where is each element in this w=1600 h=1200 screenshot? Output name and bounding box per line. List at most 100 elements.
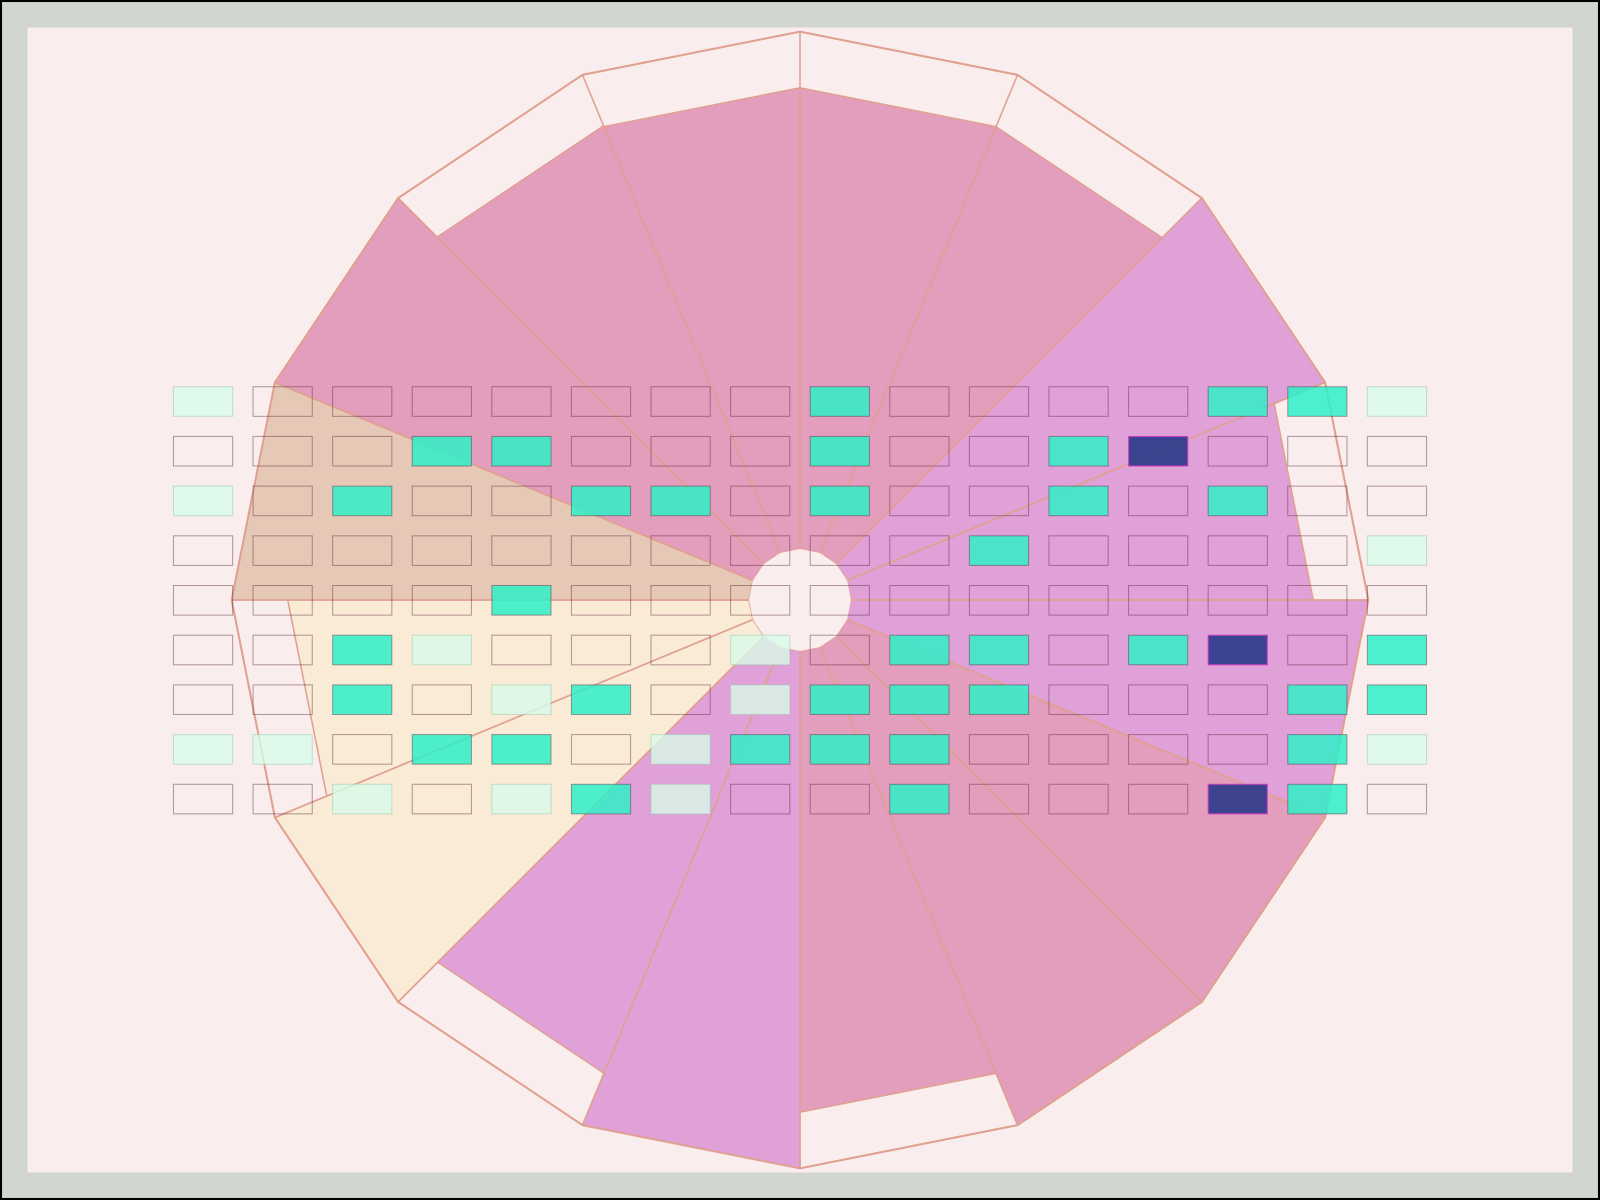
cell <box>570 435 632 467</box>
cell <box>968 634 1030 666</box>
cell <box>1287 435 1348 467</box>
cell <box>730 734 791 765</box>
cell <box>491 734 552 765</box>
cell <box>809 435 870 467</box>
cell <box>650 783 711 815</box>
spoke <box>397 635 765 1003</box>
cell <box>1128 386 1189 417</box>
cell <box>968 435 1030 467</box>
cell <box>252 386 313 417</box>
cell <box>1048 535 1109 566</box>
cell <box>1207 435 1268 467</box>
cell <box>968 535 1030 566</box>
cell <box>332 435 393 467</box>
cell <box>1207 535 1268 566</box>
cell <box>1287 783 1348 815</box>
cell <box>1366 783 1428 815</box>
cell <box>968 584 1030 616</box>
cell <box>1048 684 1109 716</box>
cell <box>968 734 1030 765</box>
cell <box>889 634 950 666</box>
cell <box>1128 684 1189 716</box>
cell <box>1207 783 1268 815</box>
cell <box>809 535 870 566</box>
cell <box>411 535 472 566</box>
cell <box>570 684 632 716</box>
cell <box>1366 734 1428 765</box>
cell <box>809 485 870 517</box>
cell <box>411 485 472 517</box>
cell <box>968 485 1030 517</box>
cell <box>1366 435 1428 467</box>
cell <box>332 634 393 666</box>
cell <box>570 386 632 417</box>
outline <box>230 30 1370 1170</box>
cell <box>252 684 313 716</box>
cell <box>491 783 552 815</box>
cell <box>491 684 552 716</box>
cell <box>1366 584 1428 616</box>
cell <box>1207 684 1268 716</box>
cell <box>650 485 711 517</box>
cell <box>650 584 711 616</box>
cell <box>411 386 472 417</box>
spoke <box>818 646 1019 1126</box>
cell <box>252 734 313 765</box>
cells <box>172 386 1428 815</box>
cell <box>889 485 950 517</box>
cell <box>1128 435 1189 467</box>
cell <box>332 485 393 517</box>
cell <box>1366 386 1428 417</box>
cell <box>650 386 711 417</box>
cell <box>1287 485 1348 517</box>
cell <box>332 584 393 616</box>
cell <box>1048 386 1109 417</box>
cell <box>1048 435 1109 467</box>
cell <box>1128 783 1189 815</box>
spoke <box>581 74 782 554</box>
cell <box>1366 684 1428 716</box>
cell <box>252 485 313 517</box>
cell <box>730 386 791 417</box>
cell <box>411 734 472 765</box>
cell <box>172 684 234 716</box>
cell <box>491 535 552 566</box>
cell <box>730 684 791 716</box>
cell <box>1366 634 1428 666</box>
cell <box>968 386 1030 417</box>
cell <box>411 435 472 467</box>
cell <box>1128 584 1189 616</box>
cell <box>252 783 313 815</box>
cell <box>889 783 950 815</box>
cell <box>172 634 234 666</box>
cell <box>730 485 791 517</box>
cell <box>1207 734 1268 765</box>
cell <box>650 535 711 566</box>
cell <box>172 485 234 517</box>
cell <box>172 584 234 616</box>
cell <box>172 435 234 467</box>
cell <box>1207 386 1268 417</box>
cell <box>889 435 950 467</box>
cell <box>650 634 711 666</box>
cell <box>332 386 393 417</box>
cell <box>172 386 234 417</box>
cell <box>570 485 632 517</box>
cell <box>252 435 313 467</box>
cell <box>889 684 950 716</box>
cell <box>730 584 791 616</box>
cell <box>252 584 313 616</box>
cell <box>968 783 1030 815</box>
spoke <box>581 646 782 1126</box>
cell <box>730 783 791 815</box>
cell <box>332 783 393 815</box>
cell <box>650 684 711 716</box>
cell <box>332 734 393 765</box>
cell <box>650 734 711 765</box>
cell <box>1048 734 1109 765</box>
cell <box>889 535 950 566</box>
cell <box>570 783 632 815</box>
cell <box>491 435 552 467</box>
cell <box>411 634 472 666</box>
